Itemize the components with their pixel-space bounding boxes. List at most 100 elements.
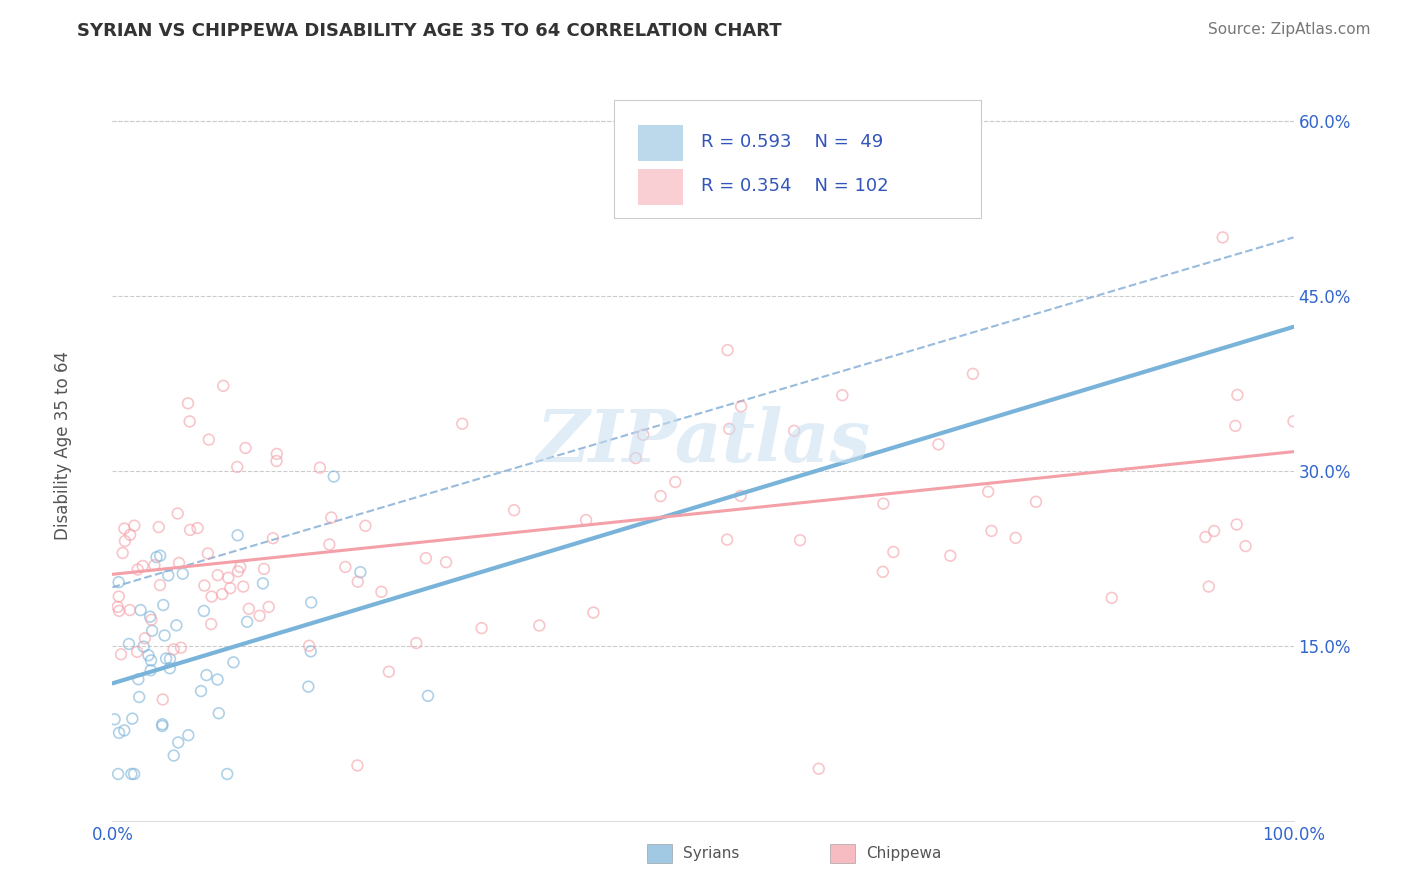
Point bbox=[807, 762, 830, 776]
Point bbox=[321, 510, 343, 524]
Point bbox=[1101, 591, 1123, 605]
Point bbox=[139, 663, 162, 677]
Text: R = 0.354    N = 102: R = 0.354 N = 102 bbox=[700, 178, 889, 195]
Point bbox=[1226, 388, 1249, 402]
Point bbox=[107, 767, 129, 781]
Point bbox=[716, 343, 738, 358]
Point bbox=[718, 422, 741, 436]
Point bbox=[127, 673, 149, 687]
Point bbox=[928, 113, 950, 128]
Text: Disability Age 35 to 64: Disability Age 35 to 64 bbox=[55, 351, 72, 541]
Point bbox=[143, 558, 166, 573]
Point bbox=[789, 533, 811, 548]
Point bbox=[939, 549, 962, 563]
Point bbox=[108, 726, 131, 740]
Point bbox=[927, 437, 949, 451]
Point bbox=[309, 460, 332, 475]
Point bbox=[783, 424, 806, 438]
Point bbox=[120, 767, 142, 781]
Point bbox=[103, 712, 125, 726]
Point bbox=[624, 451, 647, 466]
Point bbox=[138, 648, 160, 663]
Point bbox=[141, 613, 163, 627]
Point bbox=[322, 469, 344, 483]
FancyBboxPatch shape bbox=[614, 100, 980, 218]
Text: ZIPatlas: ZIPatlas bbox=[536, 406, 870, 477]
Point bbox=[575, 513, 598, 527]
Text: SYRIAN VS CHIPPEWA DISABILITY AGE 35 TO 64 CORRELATION CHART: SYRIAN VS CHIPPEWA DISABILITY AGE 35 TO … bbox=[77, 22, 782, 40]
Point bbox=[118, 603, 141, 617]
Point bbox=[249, 608, 271, 623]
Point bbox=[354, 518, 377, 533]
Point bbox=[155, 651, 177, 665]
Point bbox=[149, 578, 172, 592]
Point bbox=[1025, 495, 1047, 509]
Point bbox=[226, 565, 249, 579]
Point bbox=[145, 550, 167, 565]
Point bbox=[882, 545, 904, 559]
Point bbox=[159, 652, 181, 666]
Point bbox=[159, 661, 181, 675]
Point bbox=[232, 580, 254, 594]
Point bbox=[872, 497, 894, 511]
Point bbox=[1204, 524, 1226, 538]
Point bbox=[730, 400, 752, 414]
Point bbox=[167, 735, 190, 749]
Text: R = 0.593    N =  49: R = 0.593 N = 49 bbox=[700, 133, 883, 151]
Point bbox=[208, 706, 231, 721]
Point bbox=[165, 618, 187, 632]
Point bbox=[152, 598, 174, 612]
Point bbox=[217, 767, 239, 781]
Point bbox=[152, 692, 174, 706]
Point bbox=[166, 507, 188, 521]
Point bbox=[529, 618, 551, 632]
Point bbox=[118, 637, 141, 651]
Point bbox=[416, 689, 439, 703]
Text: Source: ZipAtlas.com: Source: ZipAtlas.com bbox=[1208, 22, 1371, 37]
Point bbox=[962, 367, 984, 381]
Point bbox=[112, 522, 135, 536]
Text: Chippewa: Chippewa bbox=[866, 847, 942, 861]
Point bbox=[108, 604, 131, 618]
Point bbox=[1004, 531, 1026, 545]
Point bbox=[195, 668, 218, 682]
Point bbox=[980, 524, 1002, 538]
Point bbox=[111, 546, 134, 560]
Point bbox=[335, 560, 357, 574]
Point bbox=[122, 767, 145, 781]
Point bbox=[346, 758, 368, 772]
Point bbox=[139, 653, 162, 667]
Point bbox=[1234, 539, 1257, 553]
Point bbox=[179, 414, 201, 428]
Point bbox=[222, 655, 245, 669]
Point bbox=[257, 599, 280, 614]
Point bbox=[252, 576, 274, 591]
Point bbox=[405, 636, 427, 650]
Point bbox=[179, 523, 201, 537]
Point bbox=[503, 503, 526, 517]
Point bbox=[378, 665, 401, 679]
Point bbox=[201, 590, 224, 604]
Point bbox=[193, 604, 215, 618]
Point bbox=[298, 639, 321, 653]
Point bbox=[370, 584, 392, 599]
Point bbox=[872, 565, 894, 579]
Point bbox=[120, 527, 142, 541]
Point bbox=[148, 520, 170, 534]
Point bbox=[127, 645, 149, 659]
Point bbox=[172, 566, 194, 581]
Point bbox=[163, 748, 186, 763]
Point bbox=[121, 712, 143, 726]
Point bbox=[150, 717, 173, 731]
Point bbox=[1225, 418, 1247, 433]
Point bbox=[1198, 580, 1220, 594]
Point bbox=[197, 546, 219, 560]
Point bbox=[318, 537, 340, 551]
Point bbox=[297, 680, 319, 694]
Point bbox=[200, 617, 222, 632]
Point bbox=[129, 603, 152, 617]
Point bbox=[1226, 517, 1249, 532]
Point bbox=[193, 578, 215, 592]
Point bbox=[177, 396, 200, 410]
Point bbox=[170, 640, 193, 655]
